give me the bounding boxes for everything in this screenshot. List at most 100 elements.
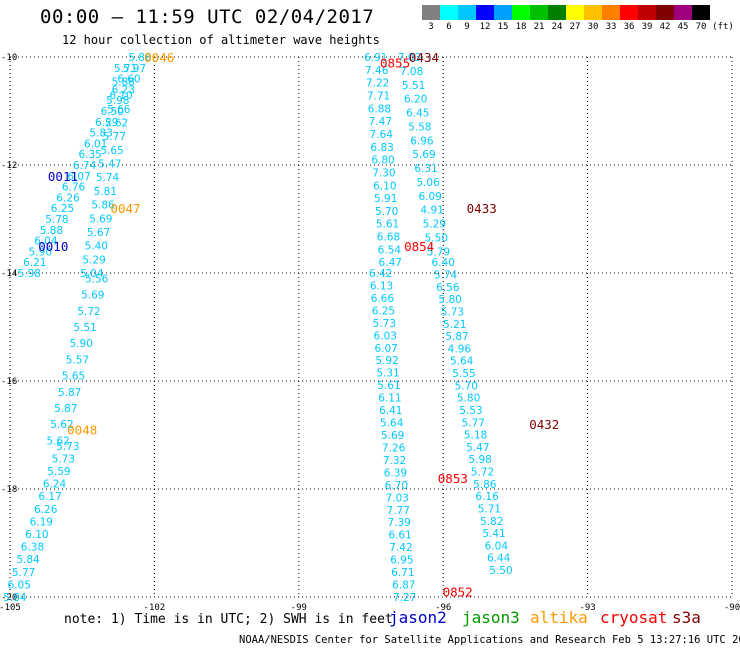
lat-tick-label: -20 — [1, 593, 17, 603]
wave-height-value: 5.88 — [40, 225, 63, 237]
wave-height-value: 5.65 — [62, 371, 85, 383]
wave-height-value: 5.77 — [462, 417, 485, 429]
lon-tick-label: -93 — [579, 603, 595, 613]
pass-time-label: 0432 — [529, 417, 559, 432]
wave-height-value: 5.61 — [376, 219, 399, 231]
pass-time-label: 0048 — [67, 423, 97, 438]
wave-height-value: 5.90 — [29, 246, 52, 258]
wave-height-value: 5.29 — [423, 219, 446, 231]
wave-height-value: 6.87 — [392, 580, 415, 592]
wave-height-value: 5.69 — [381, 430, 404, 442]
scale-swatch — [584, 5, 602, 20]
wave-height-value: 5.62 — [50, 419, 73, 431]
scale-label: 3 — [428, 22, 434, 32]
wave-height-value: 5.72 — [471, 467, 494, 479]
page-subtitle: 12 hour collection of altimeter wave hei… — [62, 33, 380, 47]
scale-swatch — [566, 5, 584, 20]
scale-label: (ft) — [712, 22, 734, 32]
wave-height-value: 5.74 — [96, 172, 120, 184]
wave-height-value: 5.69 — [89, 213, 112, 225]
lon-tick-label: -90 — [724, 603, 740, 613]
wave-height-value: 6.31 — [414, 163, 437, 175]
wave-height-value: 6.50 — [101, 106, 124, 118]
lat-tick-label: -16 — [1, 377, 17, 387]
wave-height-value: 6.41 — [379, 405, 402, 417]
wave-height-value: 5.83 — [90, 128, 113, 140]
wave-height-value: 5.98 — [468, 454, 491, 466]
wave-height-value: 5.77 — [12, 567, 35, 579]
wave-height-value: 5.40 — [85, 241, 108, 253]
wave-height-value: 5.80 — [457, 393, 480, 405]
scale-label: 45 — [677, 22, 689, 32]
wave-height-value: 5.77 — [103, 131, 126, 143]
wave-height-value: 5.69 — [81, 290, 104, 302]
wave-height-value: 5.73 — [373, 318, 396, 330]
wave-height-value: 5.82 — [480, 516, 503, 528]
wave-height-value: 7.03 — [386, 492, 409, 504]
lat-tick-label: -10 — [1, 53, 17, 63]
wave-height-value: 6.24 — [43, 479, 67, 491]
wave-height-value: 5.70 — [375, 206, 398, 218]
page-title: 00:00 – 11:59 UTC 02/04/2017 — [40, 6, 375, 28]
wave-height-value: 6.80 — [371, 155, 394, 167]
wave-height-value: 5.98 — [106, 95, 129, 107]
wave-height-value: 5.72 — [77, 306, 100, 318]
pass-time-label: 0047 — [110, 201, 140, 216]
wave-height-value: 6.74 — [73, 160, 97, 172]
wave-height-value: 6.16 — [475, 491, 499, 503]
wave-height-value: 6.13 — [370, 280, 393, 292]
wave-height-value: 5.18 — [464, 430, 487, 442]
legend-s3a: s3a — [672, 608, 701, 627]
wave-height-value: 5.78 — [45, 214, 68, 226]
lat-tick-label: -18 — [1, 485, 17, 495]
wave-height-value: 6.56 — [436, 282, 460, 294]
wave-height-value: 6.40 — [432, 257, 455, 269]
pass-time-label: 0046 — [144, 50, 174, 65]
wave-height-value: 6.83 — [370, 142, 393, 154]
wave-height-value: 5.87 — [58, 387, 81, 399]
wave-height-value: 5.55 — [452, 368, 475, 380]
scale-swatch — [638, 5, 656, 20]
wave-height-value: 6.95 — [390, 555, 413, 567]
wave-height-value: 5.04 — [80, 268, 104, 280]
wave-height-value: 6.09 — [418, 191, 441, 203]
wave-height-value: 5.58 — [408, 121, 431, 133]
wave-height-value: 5.64 — [380, 418, 404, 430]
wave-height-value: 5.41 — [482, 528, 505, 540]
wave-height-value: 6.04 — [485, 540, 509, 552]
wave-height-value: 6.60 — [117, 74, 140, 86]
wave-height-value: 6.05 — [8, 579, 31, 591]
lon-tick-label: -105 — [0, 603, 21, 613]
wave-height-value: 5.84 — [16, 554, 40, 566]
scale-label: 15 — [497, 22, 509, 32]
scale-label: 24 — [551, 22, 563, 32]
wave-height-value: 6.17 — [38, 491, 61, 503]
wave-height-value: 7.71 — [367, 90, 390, 102]
wave-height-value: 5.97 — [123, 63, 146, 75]
wave-height-value: 7.39 — [387, 517, 410, 529]
pass-time-label: 0854 — [404, 239, 434, 254]
scale-swatch — [674, 5, 692, 20]
wave-height-value: 6.10 — [25, 529, 48, 541]
wave-height-value: 5.73 — [56, 441, 79, 453]
wave-height-value: 5.71 — [114, 63, 137, 75]
scale-swatch — [548, 5, 566, 20]
wave-height-value: 5.84 — [3, 592, 27, 604]
lat-tick-label: -12 — [1, 161, 17, 171]
wave-height-value: 6.19 — [30, 516, 53, 528]
wave-height-value: 5.53 — [459, 405, 482, 417]
wave-height-value: 6.47 — [379, 257, 402, 269]
scale-label: 70 — [695, 22, 707, 32]
wave-height-value: 5.21 — [443, 319, 466, 331]
scale-label: 36 — [623, 22, 635, 32]
wave-height-value: 5.71 — [478, 503, 501, 515]
wave-height-value: 6.44 — [487, 553, 511, 565]
wave-height-value: 7.47 — [369, 116, 392, 128]
wave-height-value: 6.21 — [23, 257, 46, 269]
wave-height-value: 5.87 — [54, 403, 77, 415]
scale-swatch — [512, 5, 530, 20]
wave-height-value: 6.96 — [410, 135, 434, 147]
wave-height-value: 5.86 — [91, 200, 115, 212]
wave-height-value: 6.04 — [34, 236, 58, 248]
